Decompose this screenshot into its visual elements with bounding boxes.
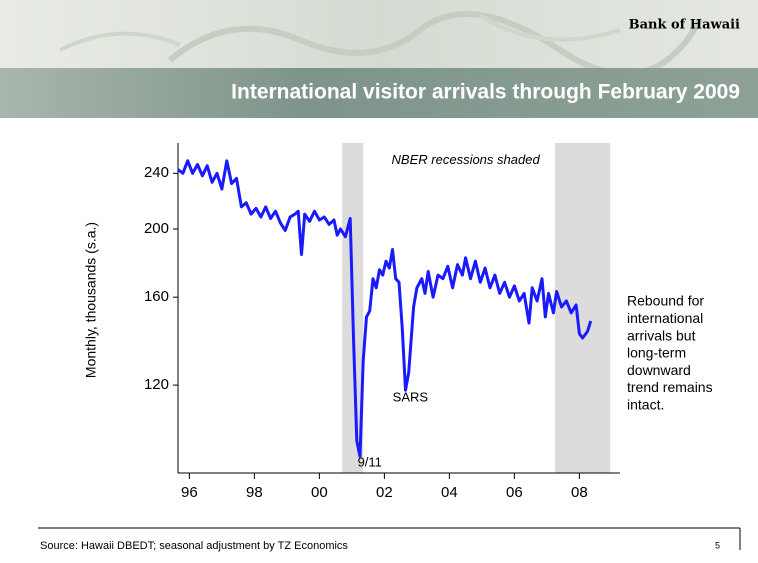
slide-title: International visitor arrivals through F…	[231, 81, 740, 104]
annotation: 9/11	[358, 454, 382, 469]
x-tick-label: 02	[376, 484, 393, 501]
y-tick-label: 240	[144, 164, 169, 181]
y-axis-label: Monthly, thousands (s.a.)	[83, 222, 99, 378]
y-tick-label: 160	[144, 288, 169, 305]
x-tick-label: 08	[571, 484, 588, 501]
page-number: 5	[715, 540, 720, 550]
recession-band	[555, 143, 611, 473]
data-line	[177, 159, 593, 458]
side-note: downward	[627, 362, 691, 378]
annotation: SARS	[393, 390, 429, 405]
side-note: Rebound for	[627, 293, 704, 309]
side-note: intact.	[627, 397, 664, 413]
brand-logo: Bank of Hawaii	[629, 18, 740, 33]
x-tick-label: 96	[181, 484, 198, 501]
title-band	[0, 68, 758, 118]
header-pattern	[59, 13, 621, 52]
side-note: long-term	[627, 345, 686, 361]
chart: 120 160 200 240 96 98 00 02 04 06 08 NBER recession…	[144, 143, 713, 501]
x-tick-label: 00	[311, 484, 328, 501]
x-tick-label: 98	[246, 484, 263, 501]
source-note: Source: Hawaii DBEDT; seasonal adjustmen…	[40, 540, 348, 552]
side-note: international	[627, 310, 703, 326]
side-note: trend remains	[627, 379, 713, 395]
x-tick-label: 06	[506, 484, 523, 501]
x-tick-label: 04	[441, 484, 458, 501]
annotation: NBER recessions shaded	[392, 152, 541, 167]
y-tick-label: 120	[144, 376, 169, 393]
y-tick-label: 200	[144, 220, 169, 237]
side-note: arrivals but	[627, 327, 696, 343]
